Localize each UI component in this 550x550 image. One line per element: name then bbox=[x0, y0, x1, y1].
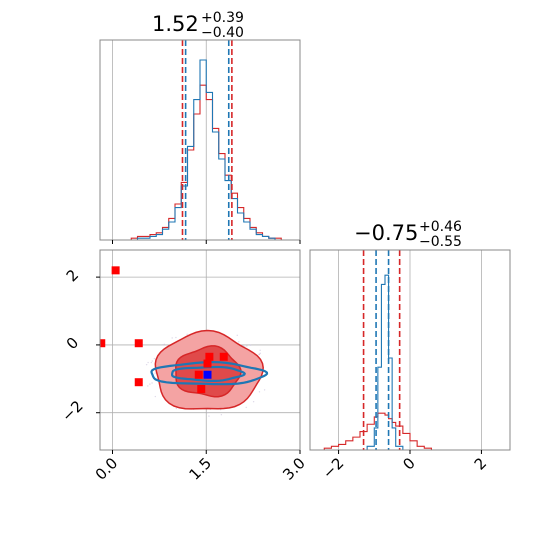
scatter-sample-point bbox=[175, 336, 177, 339]
scatter-sample-point bbox=[249, 344, 252, 346]
marker-red-5 bbox=[219, 352, 228, 361]
scatter-sample-point bbox=[150, 361, 153, 364]
marker-red-6 bbox=[194, 370, 203, 379]
panel-top-left-histogram: 1.52 +0.39 −0.40 bbox=[99, 10, 301, 244]
x-tick-label-bottom-left-1: 1.5 bbox=[185, 454, 215, 484]
contour-blue-inner bbox=[171, 365, 246, 382]
title-top-left-minus: −0.40 bbox=[201, 25, 244, 41]
scatter-sample-point bbox=[246, 345, 248, 347]
scatter-sample-point bbox=[207, 412, 209, 414]
scatter-sample-point bbox=[258, 353, 261, 356]
scatter-sample-point bbox=[161, 344, 164, 346]
panel-bottom-left-plot bbox=[100, 266, 269, 417]
scatter-sample-point bbox=[259, 349, 261, 352]
scatter-sample-point bbox=[171, 337, 173, 339]
marker-red-4 bbox=[205, 352, 214, 361]
scatter-sample-point bbox=[208, 415, 210, 417]
marker-red-0 bbox=[111, 266, 120, 275]
scatter-sample-point bbox=[238, 341, 240, 343]
x-tick-label-bottom-left-0: 0.0 bbox=[92, 454, 122, 484]
histogram-step-top-left-blue bbox=[112, 59, 300, 240]
scatter-sample-point bbox=[149, 383, 151, 385]
panel-top-left-ticks bbox=[112, 240, 301, 244]
y-tick-label-bottom-left-1: 0 bbox=[63, 334, 82, 353]
x-tick-label-bottom-right-0: −2 bbox=[319, 454, 347, 482]
panel-bottom-left-frame bbox=[99, 249, 301, 451]
panel-bottom-right-title: −0.75 +0.46 −0.55 bbox=[354, 219, 462, 250]
panel-top-left-title: 1.52 +0.39 −0.40 bbox=[152, 10, 244, 41]
panel-top-left-frame bbox=[99, 39, 301, 241]
scatter-sample-point bbox=[236, 334, 238, 337]
panel-bottom-right-histogram: −2 0 2 −0.75 +0.46 −0.55 bbox=[309, 219, 511, 482]
y-tick-label-bottom-left-0: −2 bbox=[58, 397, 86, 425]
scatter-sample-point bbox=[151, 382, 153, 384]
scatter-sample-point bbox=[154, 395, 157, 398]
x-tick-label-bottom-right-1: 0 bbox=[399, 454, 418, 473]
marker-red-3 bbox=[134, 378, 143, 387]
scatter-sample-point bbox=[220, 414, 223, 416]
scatter-sample-point bbox=[175, 407, 178, 410]
scatter-sample-point bbox=[252, 401, 255, 403]
panel-bottom-right-ticks: −2 0 2 bbox=[319, 450, 490, 482]
title-top-left-value: 1.52 bbox=[152, 12, 199, 36]
title-bottom-right-plus: +0.46 bbox=[419, 219, 462, 235]
title-bottom-right-value: −0.75 bbox=[354, 221, 418, 245]
marker-red-8 bbox=[197, 384, 206, 393]
histogram-step-bottom-right-blue bbox=[310, 274, 446, 450]
marker-red-2 bbox=[134, 339, 143, 348]
title-bottom-right-minus: −0.55 bbox=[419, 234, 462, 250]
contour-blue-outer bbox=[150, 360, 269, 386]
scatter-sample-point bbox=[186, 333, 188, 335]
panel-bottom-right-plot bbox=[310, 250, 446, 450]
panel-top-left-plot bbox=[112, 40, 300, 240]
scatter-sample-point bbox=[145, 363, 148, 366]
scatter-sample-point bbox=[258, 391, 261, 393]
scatter-sample-point bbox=[147, 361, 149, 364]
scatter-sample-point bbox=[259, 352, 261, 355]
scatter-sample-point bbox=[154, 372, 156, 374]
x-tick-label-bottom-right-2: 2 bbox=[471, 454, 490, 473]
scatter-sample-point bbox=[263, 389, 266, 391]
x-tick-label-bottom-left-2: 3.0 bbox=[279, 454, 309, 484]
marker-red-7 bbox=[203, 359, 212, 368]
title-top-left-plus: +0.39 bbox=[201, 10, 244, 26]
panel-bottom-right-grid bbox=[338, 250, 482, 450]
scatter-sample-point bbox=[153, 357, 156, 360]
scatter-sample-point bbox=[147, 385, 149, 387]
scatter-sample-point bbox=[163, 343, 166, 346]
panel-bottom-left-scatter: 0.0 1.5 3.0 −2 0 2 bbox=[58, 249, 309, 484]
marker-blue-0 bbox=[203, 370, 212, 379]
marker-red-1 bbox=[100, 339, 106, 348]
scatter-sample-point bbox=[151, 360, 153, 362]
y-tick-label-bottom-left-2: 2 bbox=[63, 266, 82, 285]
scatter-sample-point bbox=[245, 406, 247, 409]
histogram-step-bottom-right-red bbox=[310, 412, 446, 450]
